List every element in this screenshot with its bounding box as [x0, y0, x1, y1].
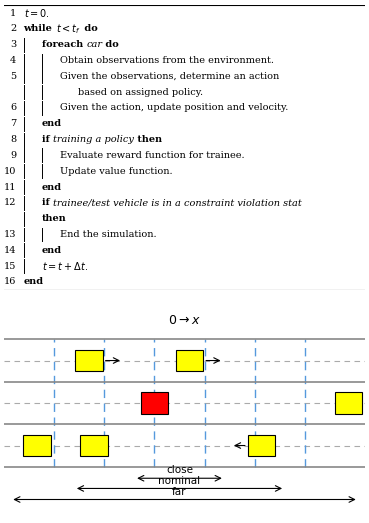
Bar — [80, 435, 108, 456]
Text: 13: 13 — [4, 230, 16, 239]
Bar — [141, 392, 168, 414]
Text: Evaluate reward function for trainee.: Evaluate reward function for trainee. — [60, 151, 244, 160]
Text: while: while — [24, 25, 56, 33]
Text: training a policy: training a policy — [53, 135, 134, 144]
Text: 14: 14 — [4, 246, 16, 255]
Text: do: do — [102, 40, 119, 49]
Bar — [75, 350, 103, 371]
Text: 7: 7 — [10, 119, 16, 128]
Text: Given the observations, determine an action: Given the observations, determine an act… — [60, 72, 279, 81]
Text: end: end — [42, 246, 62, 255]
Bar — [248, 435, 275, 456]
Text: $t < t_f$: $t < t_f$ — [56, 22, 81, 36]
Text: End the simulation.: End the simulation. — [60, 230, 156, 239]
Text: close: close — [166, 465, 193, 475]
Text: 1: 1 — [10, 9, 16, 18]
Text: based on assigned policy.: based on assigned policy. — [78, 88, 203, 97]
Text: then: then — [42, 214, 66, 223]
Text: 15: 15 — [4, 262, 16, 270]
Text: $t = t + \Delta t.$: $t = t + \Delta t.$ — [42, 260, 88, 272]
Text: 6: 6 — [10, 104, 16, 112]
Text: then: then — [134, 135, 162, 144]
Text: 10: 10 — [4, 167, 16, 176]
Text: do: do — [81, 25, 97, 33]
Text: far: far — [172, 487, 187, 497]
Text: foreach: foreach — [42, 40, 86, 49]
Text: end: end — [24, 277, 44, 287]
Text: $t = 0.$: $t = 0.$ — [24, 7, 49, 19]
Text: 8: 8 — [10, 135, 16, 144]
Bar — [24, 435, 51, 456]
Text: 2: 2 — [10, 25, 16, 33]
Text: 12: 12 — [4, 198, 16, 207]
Text: if: if — [42, 198, 53, 207]
Text: 4: 4 — [10, 56, 16, 65]
Text: end: end — [42, 119, 62, 128]
Text: end: end — [42, 183, 62, 191]
Text: $0 \rightarrow x$: $0 \rightarrow x$ — [168, 314, 201, 327]
Text: nominal: nominal — [158, 476, 200, 486]
Text: trainee/test vehicle is in a constraint violation stat: trainee/test vehicle is in a constraint … — [53, 198, 301, 207]
Text: 11: 11 — [4, 183, 16, 191]
Bar — [176, 350, 203, 371]
Text: if: if — [42, 135, 53, 144]
Text: Given the action, update position and velocity.: Given the action, update position and ve… — [60, 104, 288, 112]
Text: 9: 9 — [10, 151, 16, 160]
Text: Obtain observations from the environment.: Obtain observations from the environment… — [60, 56, 274, 65]
Text: 3: 3 — [10, 40, 16, 49]
Text: 5: 5 — [10, 72, 16, 81]
Text: 16: 16 — [4, 277, 16, 287]
Text: Update value function.: Update value function. — [60, 167, 172, 176]
Bar — [335, 392, 362, 414]
Text: car: car — [86, 40, 102, 49]
